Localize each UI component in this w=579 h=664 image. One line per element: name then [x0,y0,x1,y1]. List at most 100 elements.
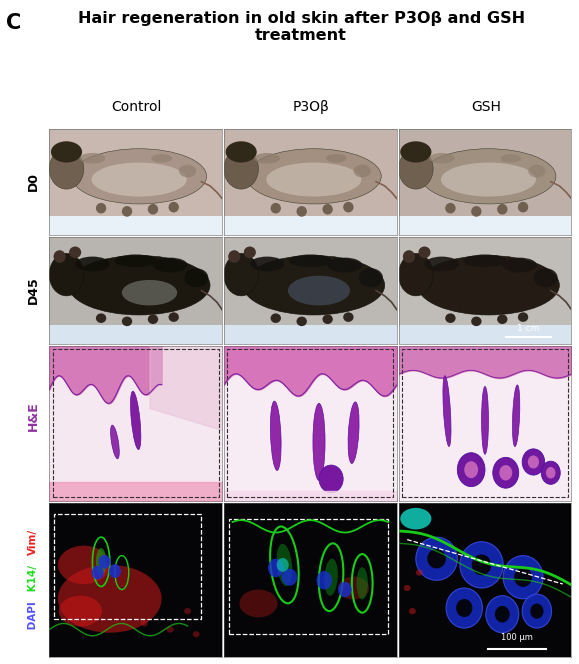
Ellipse shape [228,250,240,263]
Ellipse shape [296,317,307,326]
Text: C: C [6,13,21,33]
Ellipse shape [497,204,507,214]
Ellipse shape [91,163,186,197]
Ellipse shape [338,582,352,597]
Ellipse shape [518,312,528,322]
Ellipse shape [343,202,354,212]
Text: Hair regeneration in old skin after P3Oβ and GSH
treatment: Hair regeneration in old skin after P3Oβ… [78,11,525,43]
Ellipse shape [471,206,482,216]
Ellipse shape [250,256,284,272]
Ellipse shape [416,537,457,580]
Ellipse shape [404,585,411,591]
Ellipse shape [122,280,177,305]
Ellipse shape [58,546,110,584]
Ellipse shape [296,206,307,216]
Ellipse shape [495,606,510,623]
Ellipse shape [167,627,174,633]
Bar [49,325,222,344]
Ellipse shape [518,202,528,212]
Ellipse shape [403,250,415,263]
Ellipse shape [398,149,433,189]
Ellipse shape [184,268,208,288]
Ellipse shape [184,608,191,614]
Ellipse shape [168,202,179,212]
Ellipse shape [96,203,107,214]
Ellipse shape [528,456,539,469]
Ellipse shape [313,404,325,481]
Ellipse shape [153,258,188,272]
Ellipse shape [533,268,558,288]
Ellipse shape [429,153,455,163]
Ellipse shape [288,276,350,305]
Ellipse shape [400,508,431,529]
Ellipse shape [58,565,162,633]
Ellipse shape [270,313,281,323]
Ellipse shape [493,457,519,488]
Bar [229,519,388,634]
Ellipse shape [446,588,482,628]
Text: Control: Control [111,100,162,114]
Text: D45: D45 [27,277,40,304]
Ellipse shape [244,246,256,258]
Bar [49,216,222,235]
Text: 1 cm: 1 cm [517,324,540,333]
Ellipse shape [328,258,362,272]
Text: DAPI: DAPI [28,602,38,633]
Ellipse shape [58,596,102,627]
Ellipse shape [441,163,536,197]
Ellipse shape [445,203,456,214]
Ellipse shape [226,141,256,163]
Ellipse shape [270,401,281,470]
Ellipse shape [240,590,277,618]
Ellipse shape [503,258,537,272]
Ellipse shape [326,154,347,163]
Bar [224,325,397,344]
Ellipse shape [49,149,84,189]
Bar [54,514,201,619]
Ellipse shape [427,549,446,568]
Ellipse shape [224,149,258,189]
Ellipse shape [53,250,65,263]
Ellipse shape [503,556,543,599]
Ellipse shape [91,566,104,580]
Ellipse shape [122,206,132,216]
Ellipse shape [266,163,361,197]
Ellipse shape [522,594,552,628]
Ellipse shape [421,149,556,204]
Ellipse shape [357,567,368,600]
Ellipse shape [148,204,158,214]
Ellipse shape [417,256,559,315]
Text: Vim/: Vim/ [28,529,38,555]
Ellipse shape [148,315,158,324]
Ellipse shape [114,254,157,267]
Ellipse shape [98,555,111,569]
Ellipse shape [96,548,107,576]
Ellipse shape [497,315,507,324]
Ellipse shape [111,425,119,459]
Ellipse shape [277,544,292,586]
Ellipse shape [472,554,491,575]
Ellipse shape [168,312,179,322]
Ellipse shape [460,542,503,588]
Ellipse shape [514,568,532,587]
Ellipse shape [456,599,472,617]
Ellipse shape [75,256,110,272]
Ellipse shape [443,376,451,446]
Ellipse shape [289,254,332,267]
Ellipse shape [343,312,354,322]
Bar [398,216,571,235]
Ellipse shape [69,246,81,258]
Text: 100 μm: 100 μm [501,633,533,642]
Ellipse shape [416,570,423,576]
Ellipse shape [482,386,489,454]
Ellipse shape [243,256,384,315]
Ellipse shape [96,313,107,323]
Text: H&E: H&E [27,401,40,431]
Ellipse shape [254,153,280,163]
Ellipse shape [193,631,200,637]
Ellipse shape [354,165,371,177]
Ellipse shape [49,254,84,296]
Ellipse shape [277,558,289,572]
Ellipse shape [130,391,141,450]
Ellipse shape [72,149,207,204]
